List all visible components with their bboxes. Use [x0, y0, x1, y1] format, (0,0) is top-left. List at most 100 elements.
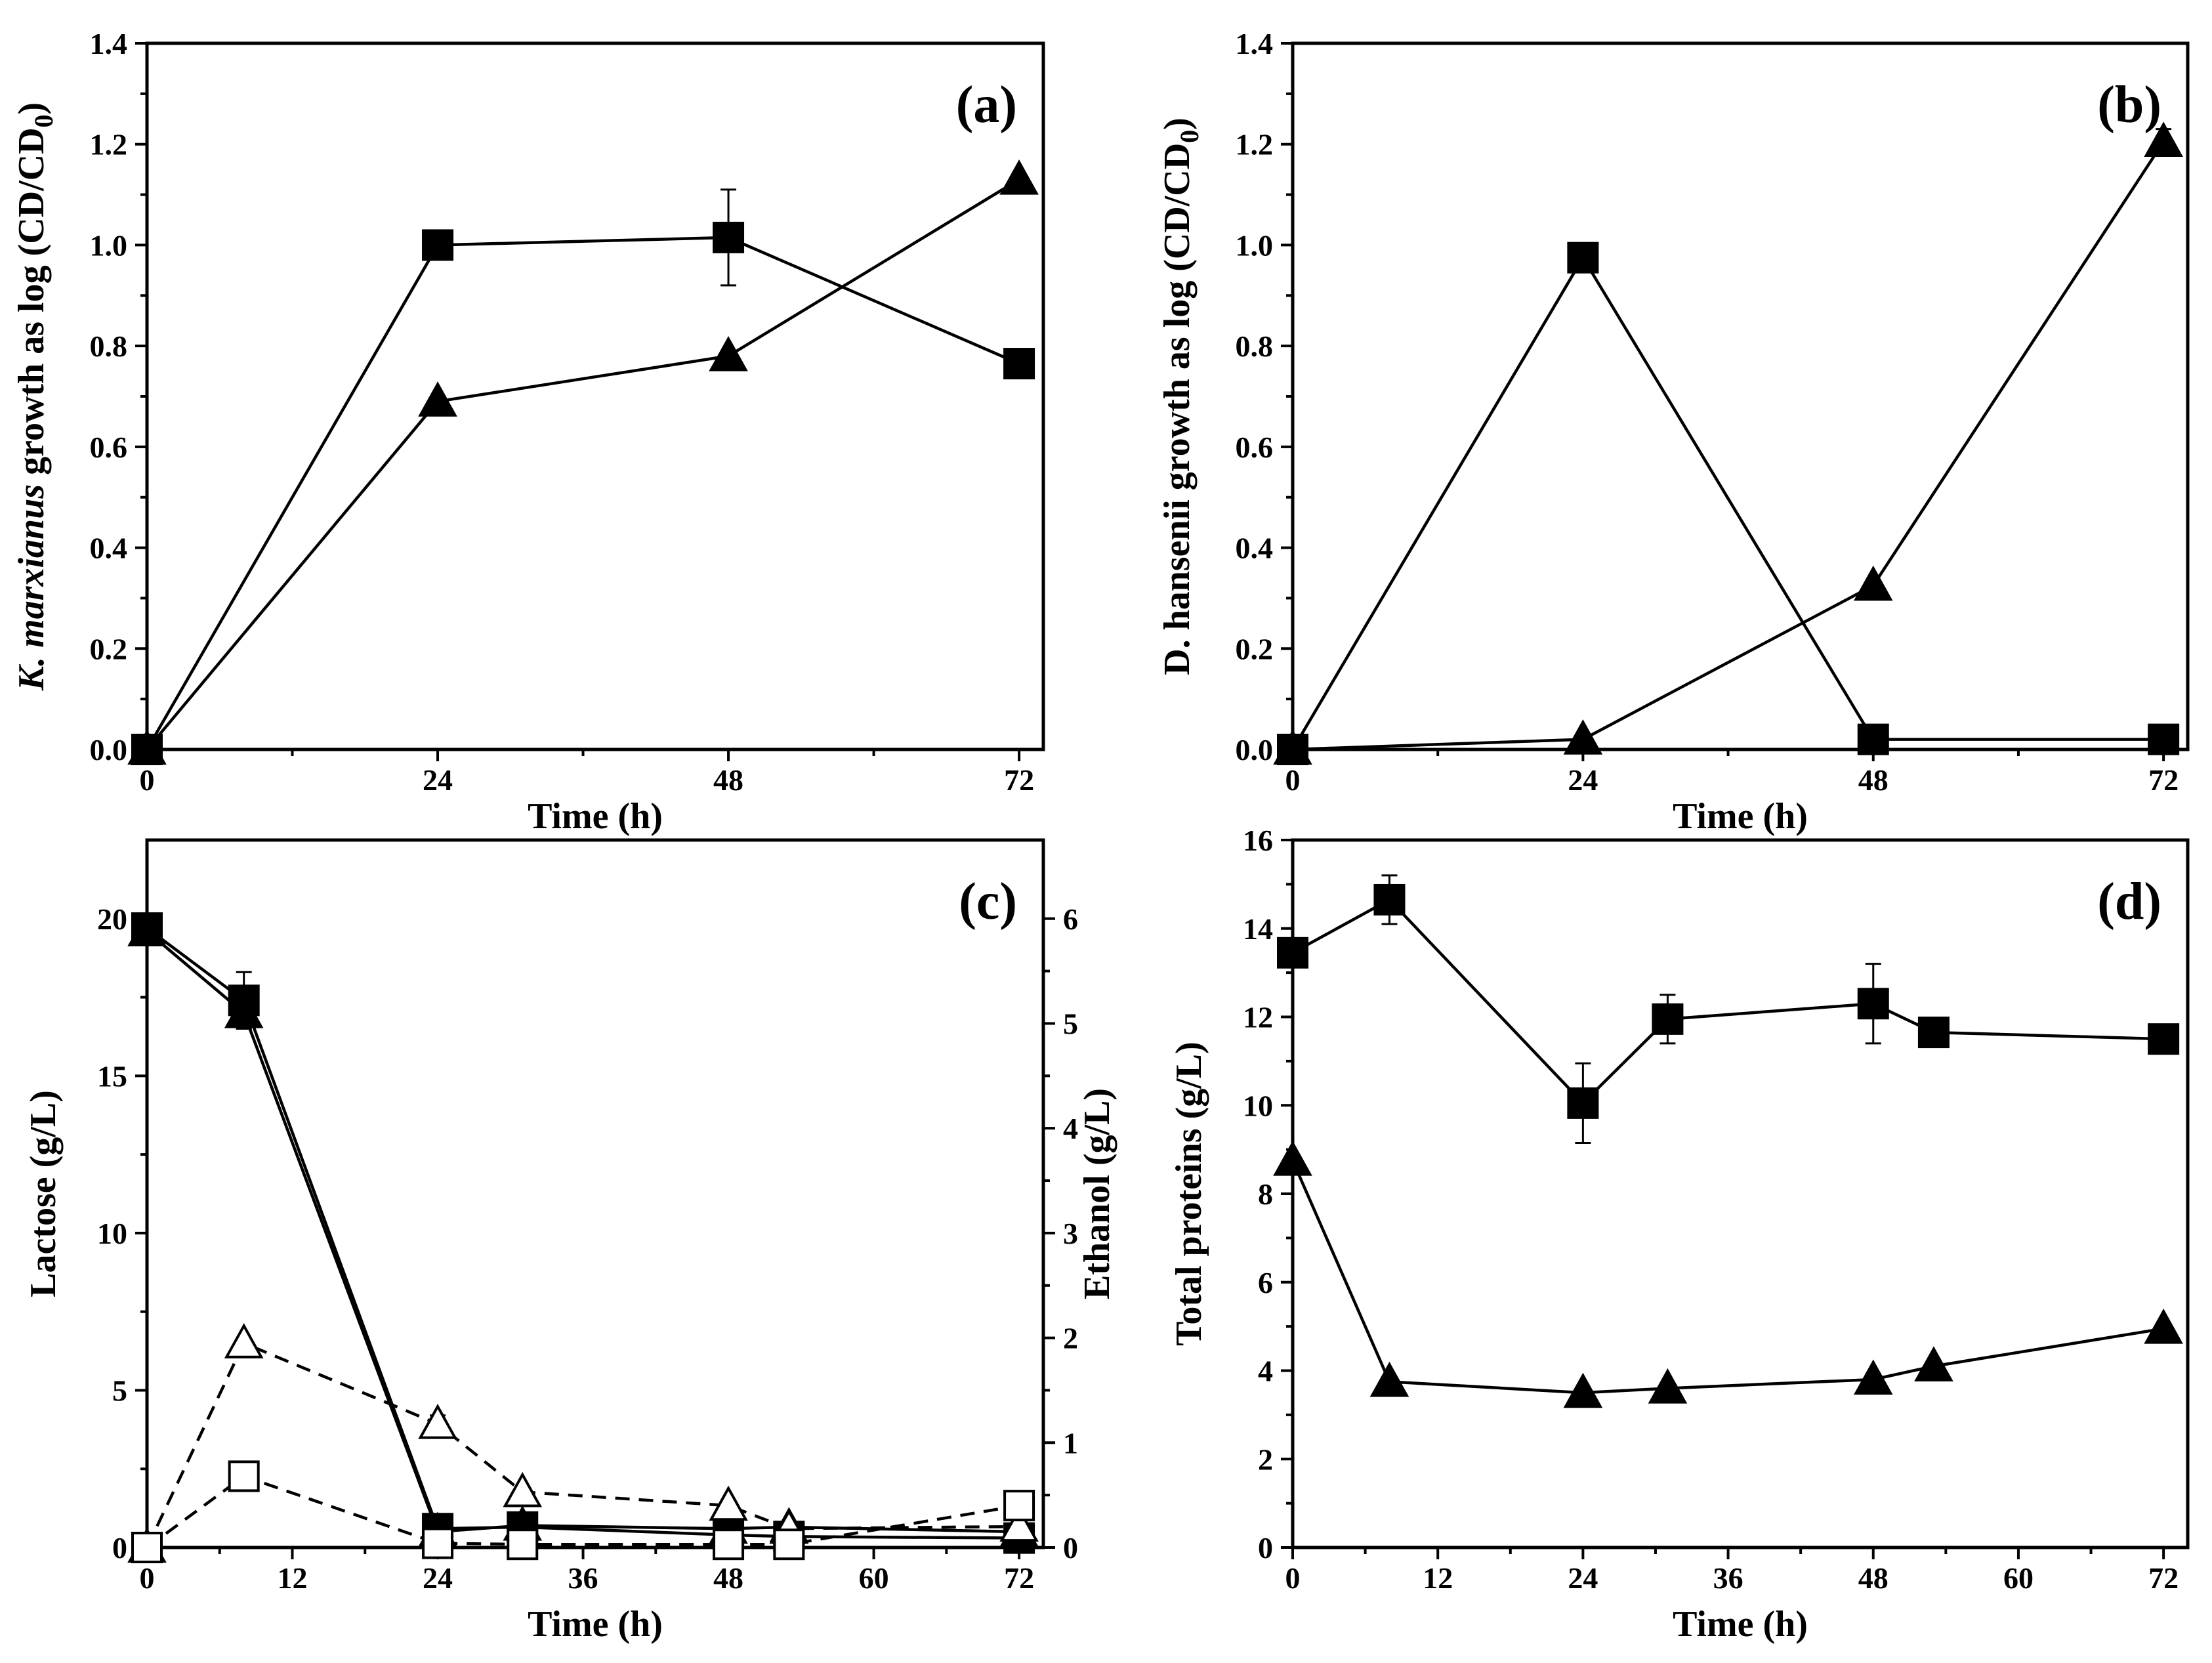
y-tick-label: 14: [1243, 912, 1273, 946]
series-line: [146, 927, 1020, 1540]
y-tick-label: 0.6: [90, 431, 128, 464]
y-axis-label-part: ): [11, 102, 52, 115]
data-point-triangle: [224, 1323, 264, 1358]
y-axis-label-part: ): [1157, 117, 1198, 130]
data-point-square: [713, 221, 745, 253]
data-point-triangle: [999, 1506, 1039, 1542]
plot-frame: [1291, 41, 2190, 751]
data-point-square: [1373, 883, 1406, 916]
data-point-triangle: [127, 911, 167, 947]
panel-label: (d): [2097, 873, 2161, 931]
data-point-triangle: [224, 992, 264, 1028]
y-tick-label: 6: [1258, 1266, 1273, 1299]
data-point-square: [713, 1528, 745, 1561]
y-tick-label: 5: [112, 1374, 127, 1407]
data-point-square: [773, 1528, 805, 1561]
x-tick-label: 0: [1285, 763, 1301, 797]
data-point-triangle: [1853, 1359, 1893, 1395]
y2-tick-label: 6: [1063, 902, 1078, 936]
data-point-square: [1917, 1017, 1950, 1049]
panel-label: (c): [959, 873, 1017, 931]
y-tick-label: 20: [97, 902, 127, 936]
data-point-triangle: [2144, 121, 2183, 157]
x-tick-label: 0: [140, 763, 155, 797]
y-tick-label: 0.4: [90, 532, 128, 565]
y-tick-label: 0.2: [90, 632, 128, 665]
data-point-triangle: [1648, 1368, 1688, 1404]
x-axis-label: Time (h): [528, 1604, 663, 1645]
data-point-square: [2148, 1023, 2180, 1055]
series-lactose-triangle: [127, 911, 1039, 1547]
panel-label: (b): [2097, 76, 2161, 134]
y-axis-label-part: 0: [1175, 130, 1204, 143]
data-point-triangle: [1369, 1361, 1409, 1397]
plot-frame: [145, 838, 1045, 1549]
series-line: [146, 930, 1020, 1534]
y-tick-label: 0.0: [90, 733, 128, 767]
y-tick-label: 10: [97, 1217, 127, 1250]
series-square: [131, 188, 1035, 765]
data-point-square: [1003, 1490, 1035, 1522]
series-square: [1277, 874, 2180, 1145]
x-tick-label: 0: [140, 1561, 155, 1595]
x-tick-label: 72: [1004, 763, 1034, 797]
y-axis-label: D. hansenii growth as log (CD/CD0): [1157, 117, 1204, 675]
series-line: [1291, 898, 2164, 1106]
y-tick-label: 15: [97, 1059, 127, 1093]
data-point-triangle: [1853, 565, 1893, 601]
y-axis-label-part: Total proteins (g/L): [1169, 1042, 1209, 1346]
y-tick-label: 16: [1243, 824, 1273, 857]
data-point-triangle: [1563, 719, 1603, 755]
x-tick-label: 12: [278, 1561, 308, 1595]
data-point-triangle: [418, 1404, 457, 1439]
y-tick-label: 0: [112, 1531, 127, 1565]
series-triangle: [127, 159, 1039, 765]
x-axis-label: Time (h): [528, 796, 663, 837]
y-tick-label: 4: [1258, 1355, 1273, 1388]
y2-tick-label: 3: [1063, 1217, 1078, 1250]
x-axis-label: Time (h): [1673, 796, 1808, 837]
y-tick-label: 1.0: [90, 228, 128, 262]
y-tick-label: 8: [1258, 1177, 1273, 1211]
series-ethanol-square: [131, 1460, 1035, 1563]
y2-tick-label: 4: [1063, 1112, 1078, 1145]
y-axis-label-part: K. marxianus: [11, 484, 52, 691]
data-point-square: [1652, 1003, 1684, 1035]
x-tick-label: 36: [1713, 1561, 1743, 1595]
data-point-triangle: [1273, 729, 1312, 765]
y-tick-label: 0: [1258, 1531, 1273, 1565]
y-tick-label: 1.2: [90, 128, 128, 161]
y-axis-label-part: D. hansenii growth as log (CD/CD: [1157, 143, 1198, 675]
series-line: [145, 1341, 1020, 1548]
data-point-square: [422, 229, 454, 261]
data-point-triangle: [1563, 1372, 1603, 1408]
y-tick-label: 0.0: [1236, 733, 1274, 767]
data-point-square: [228, 1460, 260, 1492]
y-axis-label: Total proteins (g/L): [1169, 1042, 1209, 1346]
x-tick-label: 48: [713, 763, 743, 797]
data-point-triangle: [2144, 1308, 2183, 1344]
data-point-square: [1277, 937, 1308, 969]
x-tick-label: 72: [1004, 1561, 1034, 1595]
data-point-square: [1003, 348, 1035, 380]
data-point-triangle: [709, 335, 748, 371]
y-tick-label: 2: [1258, 1442, 1273, 1476]
y-tick-label: 1.4: [90, 27, 128, 60]
data-point-square: [507, 1528, 539, 1561]
y-tick-label: 0.2: [1236, 632, 1274, 665]
data-point-triangle: [709, 1485, 748, 1521]
x-tick-label: 24: [423, 1561, 453, 1595]
x-tick-label: 48: [713, 1561, 743, 1595]
x-tick-label: 24: [1568, 1561, 1598, 1595]
series-line: [1291, 1160, 2164, 1395]
data-point-square: [131, 1532, 163, 1563]
y-tick-label: 1.0: [1236, 228, 1274, 262]
series-line: [146, 236, 1020, 751]
y-tick-label: 0.8: [1236, 329, 1274, 363]
series-square: [1277, 242, 2180, 765]
y-axis-label-part: 0: [29, 114, 58, 127]
x-tick-label: 24: [1568, 763, 1598, 797]
y-tick-label: 1.4: [1236, 27, 1274, 60]
